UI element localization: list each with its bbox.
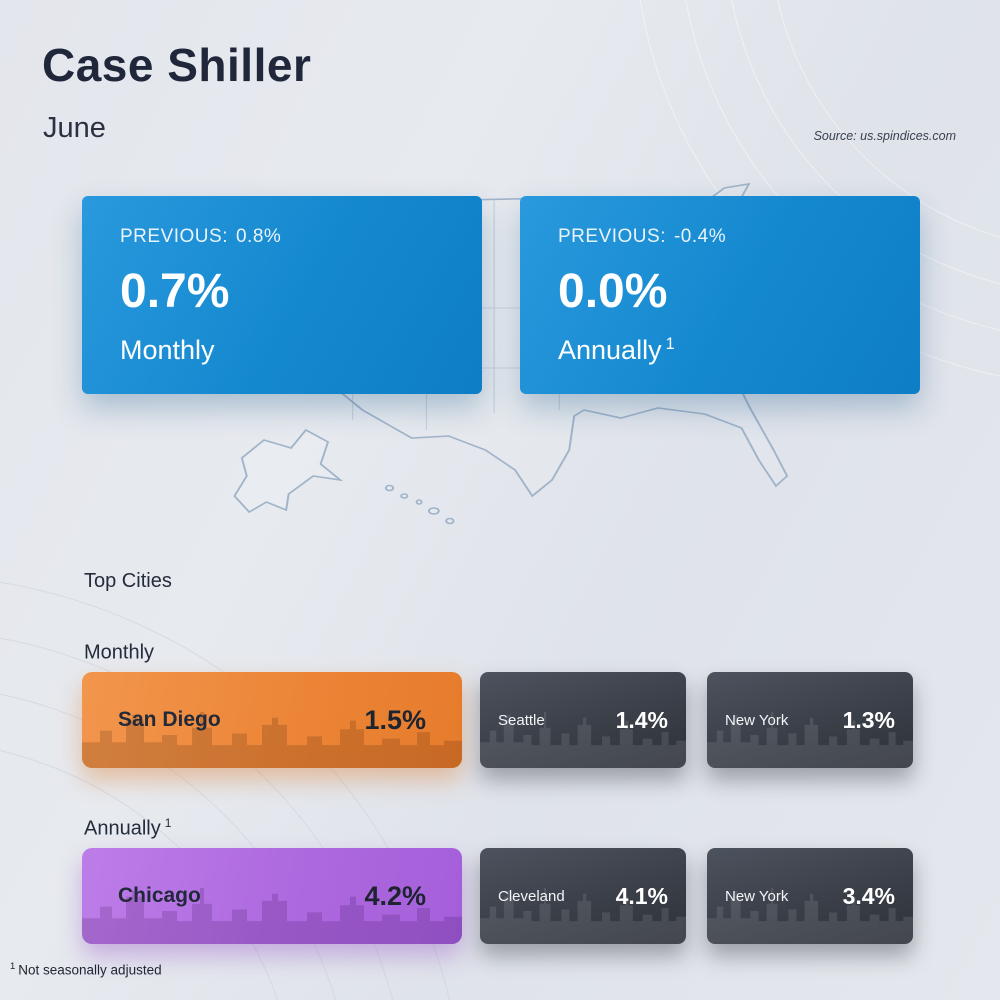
featured-city-name: Chicago: [118, 884, 201, 907]
top-cities-heading: Top Cities: [84, 570, 172, 592]
featured-city-value: 1.5%: [364, 704, 426, 735]
period-label: Monthly: [120, 335, 482, 366]
city-card-new-york-monthly: New York 1.3%: [707, 672, 913, 768]
annual-change-value: 0.0%: [558, 265, 668, 318]
city-card-cleveland: Cleveland 4.1%: [480, 848, 686, 944]
period-label: Annually 1: [558, 335, 920, 366]
footnote-marker: 1: [164, 816, 172, 830]
footnote-marker: 1: [10, 961, 16, 972]
city-name: Cleveland: [498, 887, 565, 905]
featured-city-card-annually: Chicago 4.2%: [82, 848, 462, 944]
city-name: New York: [725, 887, 789, 905]
featured-city-value: 4.2%: [364, 880, 426, 911]
city-value: 1.3%: [842, 706, 895, 733]
page-subtitle-month: June: [43, 112, 106, 144]
featured-city-card-monthly: San Diego 1.5%: [82, 672, 462, 768]
featured-city-name: San Diego: [118, 708, 221, 731]
city-value: 4.1%: [615, 882, 668, 909]
summary-card-monthly: PREVIOUS: 0.8% 0.7% Monthly: [82, 196, 482, 394]
previous-value: -0.4%: [673, 226, 727, 247]
city-name: Seattle: [498, 711, 545, 729]
monthly-section-text: Monthly: [84, 641, 155, 664]
city-value: 1.4%: [615, 706, 668, 733]
previous-value-line: PREVIOUS: -0.4%: [558, 226, 920, 248]
monthly-section-label: Monthly: [84, 640, 158, 665]
annually-section-label: Annually 1: [84, 816, 171, 841]
footnote-marker: 1: [665, 335, 675, 353]
previous-value: 0.8%: [235, 226, 282, 247]
footnote-text: Not seasonally adjusted: [18, 962, 162, 978]
alaska-outline: [233, 428, 344, 514]
city-card-seattle: Seattle 1.4%: [480, 672, 686, 768]
city-name: New York: [725, 711, 789, 729]
hawaii-islands: [384, 484, 455, 525]
monthly-change-value: 0.7%: [120, 265, 230, 318]
period-text: Monthly: [120, 335, 215, 365]
annually-section-text: Annually: [84, 817, 161, 840]
previous-label: PREVIOUS:: [120, 226, 228, 247]
city-card-new-york-annually: New York 3.4%: [707, 848, 913, 944]
source-attribution: Source: us.spindices.com: [813, 129, 956, 143]
page-title: Case Shiller: [42, 39, 312, 91]
previous-label: PREVIOUS:: [558, 226, 666, 247]
footnote: 1 Not seasonally adjusted: [10, 961, 162, 978]
period-text: Annually: [558, 335, 662, 365]
city-value: 3.4%: [842, 882, 895, 909]
summary-card-annually: PREVIOUS: -0.4% 0.0% Annually 1: [520, 196, 920, 394]
previous-value-line: PREVIOUS: 0.8%: [120, 226, 482, 248]
